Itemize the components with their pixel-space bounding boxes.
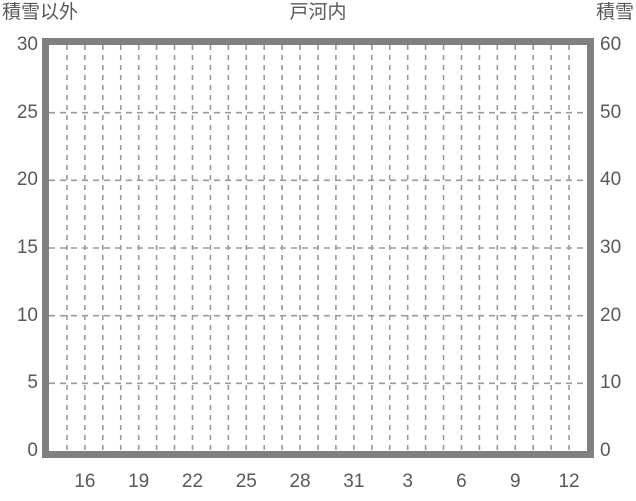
x-axis-tick: 31	[343, 471, 365, 492]
x-axis-tick: 6	[456, 471, 467, 492]
x-axis-tick: 25	[235, 471, 257, 492]
chart-title: 戸河内	[289, 2, 347, 23]
x-axis-tick: 19	[128, 471, 150, 492]
y-axis-right-tick: 40	[600, 169, 622, 191]
x-axis-tick: 28	[289, 471, 311, 492]
y-axis-right-tick: 20	[600, 304, 622, 326]
grid-lines	[49, 45, 587, 451]
plot-area	[49, 45, 587, 451]
y-axis-right-tick: 10	[600, 372, 622, 394]
y-axis-right-tick: 60	[600, 34, 622, 55]
x-axis-tick: 22	[181, 471, 204, 492]
y-axis-right-tick: 0	[600, 440, 611, 461]
y-axis-left-tick: 10	[16, 304, 38, 326]
y-axis-left: 0 5 10 15 20 25 30	[0, 0, 38, 501]
y-axis-right: 0 10 20 30 40 50 60	[600, 0, 636, 501]
y-axis-left-tick: 15	[16, 237, 38, 258]
x-axis-tick: 16	[74, 471, 96, 492]
y-axis-left-tick: 20	[16, 169, 38, 191]
x-axis-tick: 12	[558, 471, 580, 492]
y-axis-left-tick: 30	[16, 34, 38, 55]
y-axis-left-tick: 5	[27, 372, 38, 394]
x-axis-tick: 9	[509, 471, 521, 492]
y-axis-right-tick: 30	[600, 237, 622, 258]
x-axis-tick: 3	[402, 471, 413, 492]
y-axis-left-tick: 0	[27, 440, 38, 461]
y-axis-left-tick: 25	[16, 101, 38, 123]
left-axis-title: 積雪以外	[2, 2, 79, 23]
plot-frame	[42, 38, 594, 458]
y-axis-right-tick: 50	[600, 101, 622, 123]
right-axis-title: 積雪	[595, 2, 634, 23]
